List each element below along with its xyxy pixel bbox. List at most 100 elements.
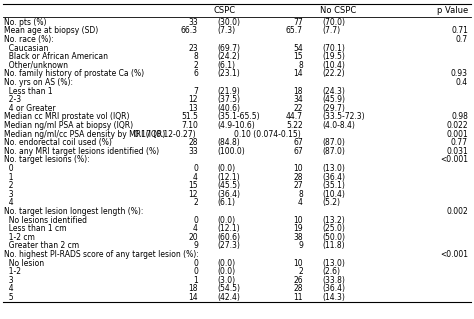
Text: No. endorectal coil used (%): No. endorectal coil used (%) — [4, 138, 112, 147]
Text: 8: 8 — [298, 61, 303, 70]
Text: 0.71: 0.71 — [451, 26, 468, 35]
Text: (5.2): (5.2) — [322, 198, 340, 207]
Text: (13.0): (13.0) — [322, 164, 345, 173]
Text: 1: 1 — [193, 276, 198, 285]
Text: (84.8): (84.8) — [217, 138, 240, 147]
Text: (36.4): (36.4) — [322, 285, 345, 293]
Text: 4: 4 — [4, 198, 14, 207]
Text: (23.1): (23.1) — [217, 70, 240, 78]
Text: 4: 4 — [298, 198, 303, 207]
Text: 8: 8 — [298, 190, 303, 199]
Text: (69.7): (69.7) — [217, 44, 240, 53]
Text: 18: 18 — [189, 285, 198, 293]
Text: 9: 9 — [298, 241, 303, 250]
Text: 0: 0 — [4, 164, 14, 173]
Text: 0.031: 0.031 — [446, 147, 468, 156]
Text: 3: 3 — [4, 276, 14, 285]
Text: No. family history of prostate Ca (%): No. family history of prostate Ca (%) — [4, 70, 144, 78]
Text: Mean age at biopsy (SD): Mean age at biopsy (SD) — [4, 26, 98, 35]
Text: p Value: p Value — [437, 6, 468, 15]
Text: No. target lesion longest length (%):: No. target lesion longest length (%): — [4, 207, 143, 216]
Text: No. yrs on AS (%):: No. yrs on AS (%): — [4, 78, 73, 87]
Text: Black or African American: Black or African American — [4, 52, 108, 61]
Text: 5: 5 — [4, 293, 14, 302]
Text: (0.0): (0.0) — [217, 164, 235, 173]
Text: (11.8): (11.8) — [322, 241, 345, 250]
Text: 0.98: 0.98 — [451, 113, 468, 122]
Text: 0.4: 0.4 — [456, 78, 468, 87]
Text: 4: 4 — [193, 173, 198, 182]
Text: Less than 1 cm: Less than 1 cm — [4, 224, 66, 233]
Text: 2: 2 — [4, 181, 13, 190]
Text: (42.4): (42.4) — [217, 293, 240, 302]
Text: 33: 33 — [188, 18, 198, 27]
Text: (24.2): (24.2) — [217, 52, 240, 61]
Text: 67: 67 — [293, 138, 303, 147]
Text: 33: 33 — [188, 147, 198, 156]
Text: 7: 7 — [193, 87, 198, 96]
Text: <0.001: <0.001 — [440, 155, 468, 165]
Text: 34: 34 — [293, 95, 303, 104]
Text: 0: 0 — [193, 259, 198, 268]
Text: 13: 13 — [188, 104, 198, 113]
Text: 23: 23 — [188, 44, 198, 53]
Text: (29.7): (29.7) — [322, 104, 345, 113]
Text: (2.6): (2.6) — [322, 267, 340, 276]
Text: 12: 12 — [189, 190, 198, 199]
Text: (22.2): (22.2) — [322, 70, 345, 78]
Text: 4: 4 — [4, 285, 14, 293]
Text: (60.6): (60.6) — [217, 233, 240, 242]
Text: (0.0): (0.0) — [217, 216, 235, 225]
Text: 0.77: 0.77 — [451, 138, 468, 147]
Text: (35.1-65.5): (35.1-65.5) — [217, 113, 260, 122]
Text: (33.8): (33.8) — [322, 276, 345, 285]
Text: 4: 4 — [193, 224, 198, 233]
Text: (100.0): (100.0) — [217, 147, 245, 156]
Text: (10.4): (10.4) — [322, 61, 345, 70]
Text: (45.5): (45.5) — [217, 181, 240, 190]
Text: (35.1): (35.1) — [322, 181, 345, 190]
Text: 66.3: 66.3 — [181, 26, 198, 35]
Text: No. race (%):: No. race (%): — [4, 35, 54, 44]
Text: (12.1): (12.1) — [217, 173, 240, 182]
Text: 3: 3 — [4, 190, 14, 199]
Text: 77: 77 — [293, 18, 303, 27]
Text: 0.001: 0.001 — [446, 130, 468, 139]
Text: (0.0): (0.0) — [217, 259, 235, 268]
Text: (3.0): (3.0) — [217, 276, 235, 285]
Text: 51.5: 51.5 — [181, 113, 198, 122]
Text: 8: 8 — [193, 52, 198, 61]
Text: 2: 2 — [298, 267, 303, 276]
Text: 65.7: 65.7 — [286, 26, 303, 35]
Text: 10: 10 — [293, 164, 303, 173]
Text: (4.0-8.4): (4.0-8.4) — [322, 121, 355, 130]
Text: 0.022: 0.022 — [447, 121, 468, 130]
Text: 1-2: 1-2 — [4, 267, 21, 276]
Text: 2-3: 2-3 — [4, 95, 21, 104]
Text: (7.7): (7.7) — [322, 26, 340, 35]
Text: (87.0): (87.0) — [322, 147, 345, 156]
Text: 44.7: 44.7 — [286, 113, 303, 122]
Text: 1: 1 — [4, 173, 13, 182]
Text: CSPC: CSPC — [214, 6, 236, 15]
Text: (19.5): (19.5) — [322, 52, 345, 61]
Text: (40.6): (40.6) — [217, 104, 240, 113]
Text: (6.1): (6.1) — [217, 61, 235, 70]
Text: 22: 22 — [293, 104, 303, 113]
Text: 18: 18 — [293, 87, 303, 96]
Text: 0.93: 0.93 — [451, 70, 468, 78]
Text: No lesion: No lesion — [4, 259, 44, 268]
Text: (25.0): (25.0) — [322, 224, 345, 233]
Text: (6.1): (6.1) — [217, 198, 235, 207]
Text: 6: 6 — [193, 70, 198, 78]
Text: Median ng/ml PSA at biopsy (IQR): Median ng/ml PSA at biopsy (IQR) — [4, 121, 133, 130]
Text: 14: 14 — [293, 70, 303, 78]
Text: 9: 9 — [193, 241, 198, 250]
Text: (24.3): (24.3) — [322, 87, 345, 96]
Text: 0: 0 — [193, 267, 198, 276]
Text: (36.4): (36.4) — [322, 173, 345, 182]
Text: (10.4): (10.4) — [322, 190, 345, 199]
Text: (13.2): (13.2) — [322, 216, 345, 225]
Text: (50.0): (50.0) — [322, 233, 345, 242]
Text: (33.5-72.3): (33.5-72.3) — [322, 113, 365, 122]
